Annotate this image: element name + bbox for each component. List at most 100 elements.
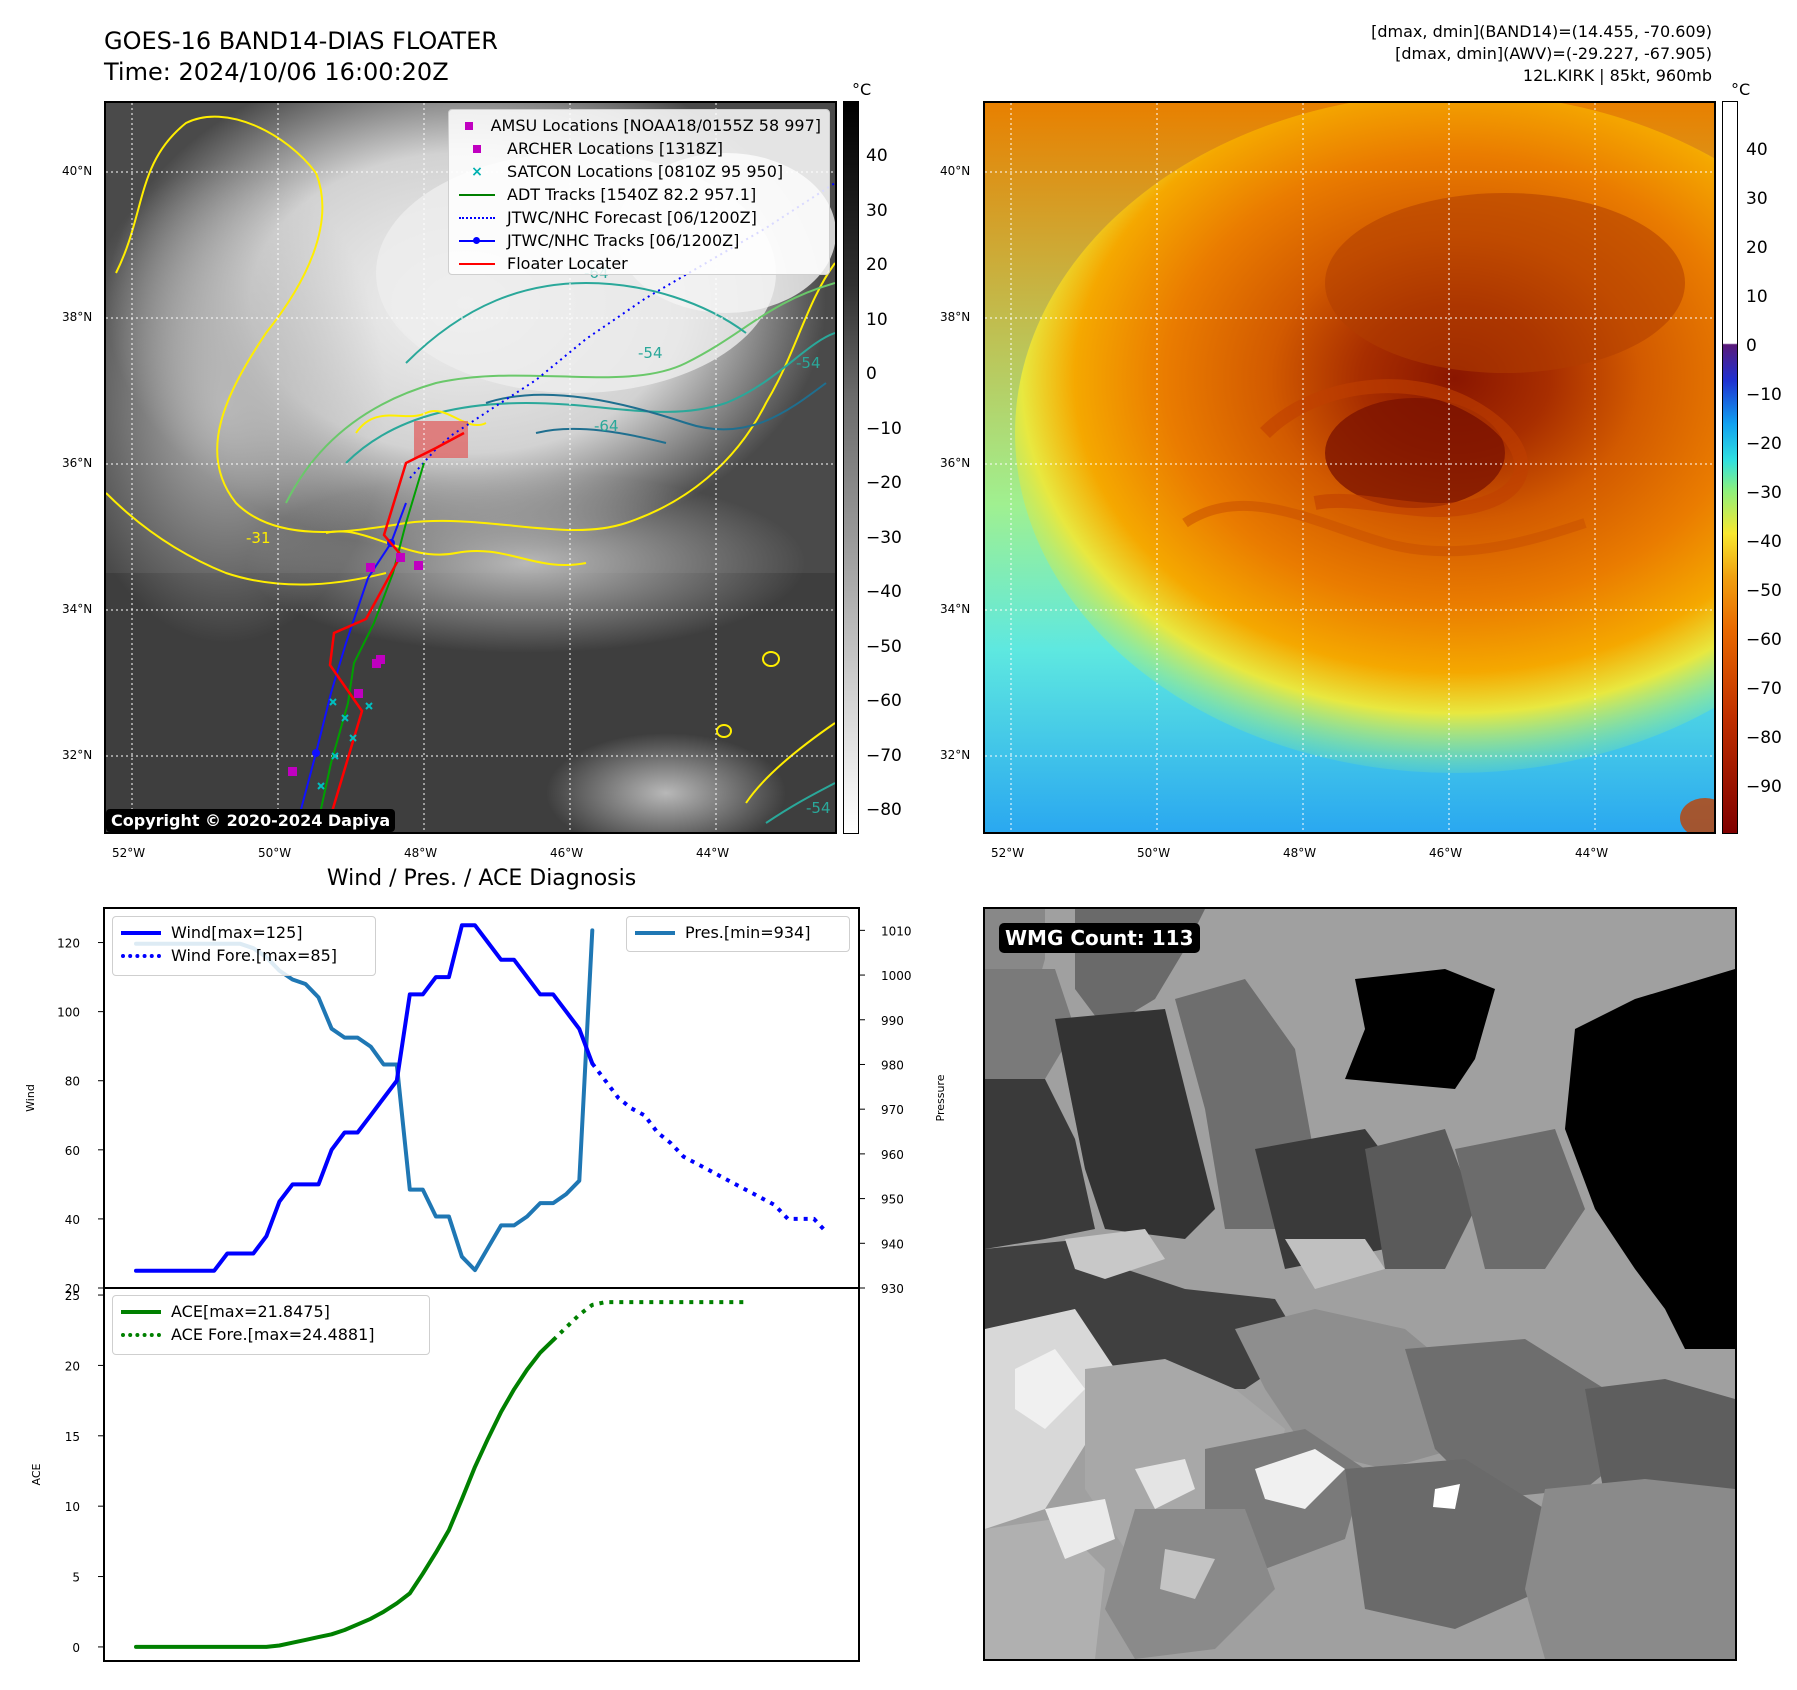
ace-tick-label: 0 [72, 1641, 80, 1655]
stats-band14: [dmax, dmin](BAND14)=(14.455, -70.609) [1371, 22, 1712, 41]
lon-label: 46°W [1429, 846, 1463, 860]
floater-box [414, 421, 468, 458]
colorbar-tick-label: −50 [866, 636, 902, 657]
pressure-tick-label: 1010 [881, 924, 912, 938]
contour-label: -54 [806, 799, 831, 817]
colorbar-tick-label: −20 [1746, 434, 1782, 454]
pressure-legend: Pres.[min=934] [626, 916, 850, 952]
colorbar-tick-label: −80 [866, 800, 902, 820]
colorbar-tick-label: −60 [1746, 630, 1782, 650]
legend-label: SATCON Locations [0810Z 95 950] [507, 162, 784, 181]
pressure-tick-label: 960 [881, 1148, 904, 1162]
legend-label: ACE Fore.[max=24.4881] [171, 1325, 375, 1344]
lon-label: 44°W [1575, 846, 1609, 860]
colorbar-tick-label: −60 [866, 691, 902, 711]
colorbar-tick-label: −10 [866, 418, 902, 439]
ace-tick-label: 20 [65, 1359, 80, 1373]
lat-label: 32°N [62, 748, 93, 762]
colorbar-tick-label: 0 [866, 364, 877, 384]
legend-item-adt: ADT Tracks [1540Z 82.2 957.1] [457, 183, 821, 206]
grayscale-colorbar [843, 101, 859, 834]
pressure-tick-label: 990 [881, 1014, 904, 1028]
legend-item-floater: Floater Locater [457, 252, 821, 275]
awv-map-svg [985, 103, 1714, 832]
lat-label: 34°N [940, 602, 971, 616]
legend-item-pressure: Pres.[min=934] [635, 921, 841, 944]
contour-label: -64 [594, 417, 619, 435]
colorbar-tick-label: 0 [1746, 336, 1757, 356]
legend-label: Wind[max=125] [171, 923, 303, 942]
ace-axis-label: ACE [30, 1463, 43, 1485]
colorbar-tick-label: −50 [1746, 581, 1782, 601]
lat-label: 38°N [940, 310, 971, 324]
colorbar-tick-label: 20 [1746, 238, 1768, 258]
legend-label: ARCHER Locations [1318Z] [507, 139, 724, 158]
colorbar-unit: °C [1731, 80, 1751, 99]
wind-tick-label: 100 [57, 1006, 80, 1020]
legend-label: Wind Fore.[max=85] [171, 946, 337, 965]
contour-label: -54 [638, 344, 663, 362]
timestamp: Time: 2024/10/06 16:00:20Z [104, 58, 449, 86]
wmg-image [985, 909, 1735, 1659]
map-legend: AMSU Locations [NOAA18/0155Z 58 997] ARC… [448, 109, 830, 275]
chart-frame [103, 907, 860, 1662]
lon-label: 48°W [1283, 846, 1317, 860]
legend-item-amsu: AMSU Locations [NOAA18/0155Z 58 997] [457, 114, 821, 137]
contour-label: -54 [796, 354, 821, 372]
lat-label: 36°N [62, 456, 93, 470]
contour-label: -31 [246, 529, 271, 547]
colorbar-tick-label: −70 [1746, 679, 1782, 699]
colorbar-tick-label: −80 [1746, 728, 1782, 748]
legend-item-ace: ACE[max=21.8475] [121, 1300, 421, 1323]
wind-legend: Wind[max=125] Wind Fore.[max=85] [112, 916, 376, 976]
lat-label: 32°N [940, 748, 971, 762]
colorbar-unit: °C [852, 80, 872, 99]
legend-item-wind-forecast: Wind Fore.[max=85] [121, 944, 367, 967]
ace-tick-label: 25 [65, 1289, 80, 1303]
legend-label: JTWC/NHC Forecast [06/1200Z] [507, 208, 757, 227]
lat-label: 40°N [940, 164, 971, 178]
wind-tick-label: 60 [65, 1144, 80, 1158]
colorbar-tick-label: 40 [866, 146, 888, 166]
ace-tick-label: 5 [72, 1571, 80, 1585]
colorbar-tick-label: −30 [866, 527, 902, 548]
lon-label: 52°W [991, 846, 1025, 860]
pressure-tick-label: 940 [881, 1237, 904, 1251]
pressure-tick-label: 950 [881, 1193, 904, 1207]
colorbar-tick-label: 40 [1746, 140, 1768, 160]
pressure-tick-label: 930 [881, 1282, 904, 1296]
lat-label: 36°N [940, 456, 971, 470]
floater-track [324, 431, 465, 832]
wmg-count-badge: WMG Count: 113 [999, 923, 1200, 953]
copyright-badge: Copyright © 2020-2024 Dapiya [106, 809, 396, 832]
wind-tick-label: 120 [57, 937, 80, 951]
wind-forecast-line [590, 1062, 829, 1235]
colorbar-tick-label: −70 [866, 745, 902, 766]
wind-tick-label: 80 [65, 1075, 80, 1089]
legend-item-wind: Wind[max=125] [121, 921, 367, 944]
ace-tick-label: 10 [65, 1500, 80, 1514]
colorbar-tick-label: −30 [1746, 483, 1782, 503]
colorbar-tick-label: 10 [866, 309, 888, 330]
pressure-axis-label: Pressure [934, 1074, 947, 1121]
lat-label: 40°N [62, 164, 93, 178]
chart-title: GOES-16 BAND14-DIAS FLOATER [104, 27, 498, 55]
ace-tick-label: 15 [65, 1430, 80, 1444]
legend-item-forecast: JTWC/NHC Forecast [06/1200Z] [457, 206, 821, 229]
diagnosis-chart: 2040608010012093094095096097098099010001… [24, 907, 947, 1662]
legend-label: Floater Locater [507, 254, 628, 273]
colorbar-tick-label: −40 [1746, 532, 1782, 552]
adt-track [315, 462, 425, 832]
wind-axis-label: Wind [24, 1084, 37, 1112]
lon-label: 48°W [404, 846, 438, 860]
legend-label: ADT Tracks [1540Z 82.2 957.1] [507, 185, 757, 204]
lat-label: 34°N [62, 602, 93, 616]
legend-item-ace-forecast: ACE Fore.[max=24.4881] [121, 1323, 421, 1346]
wind-tick-label: 20 [65, 1282, 80, 1296]
legend-label: AMSU Locations [NOAA18/0155Z 58 997] [490, 116, 821, 135]
pressure-tick-label: 970 [881, 1103, 904, 1117]
lat-label: 38°N [62, 310, 93, 324]
lon-label: 50°W [1137, 846, 1171, 860]
ir-satellite-map: -64 -54 -64 -31 -54 -54 [104, 101, 837, 834]
storm-info: 12L.KIRK | 85kt, 960mb [1522, 66, 1712, 85]
